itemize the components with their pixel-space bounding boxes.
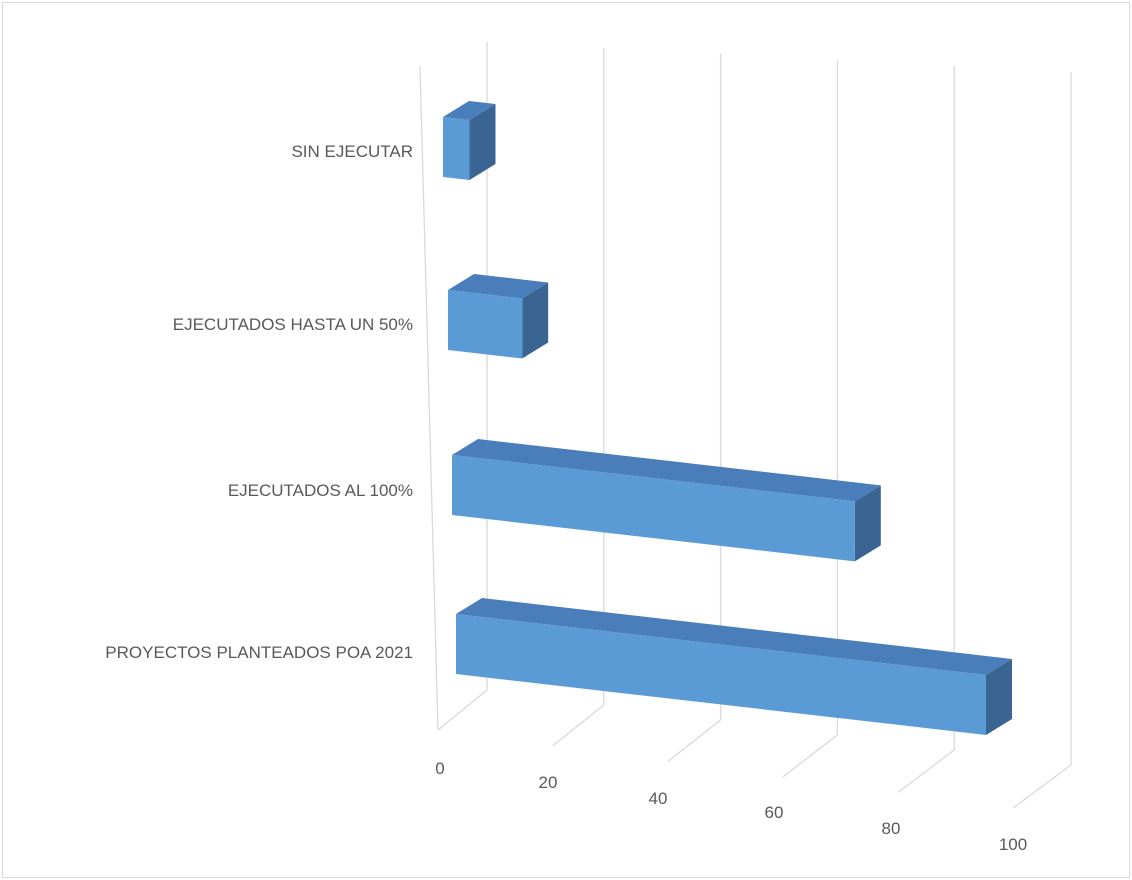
- category-label: PROYECTOS PLANTEADOS POA 2021: [105, 643, 413, 662]
- floor-gridline: [552, 704, 605, 747]
- bar-top-face: [448, 274, 549, 299]
- category-label: EJECUTADOS HASTA UN 50%: [173, 315, 413, 334]
- bar: [456, 614, 986, 735]
- category-label: SIN EJECUTAR: [291, 142, 413, 161]
- side-wall-line: [419, 65, 439, 731]
- floor-gridline: [897, 749, 955, 793]
- bar: [448, 290, 523, 359]
- bar-side-face: [522, 282, 549, 359]
- bar-top-face: [452, 439, 881, 502]
- x-tick-label: 40: [649, 789, 668, 808]
- bar-side-face: [854, 485, 881, 562]
- floor-gridline: [437, 689, 488, 731]
- bar-side-face: [986, 658, 1012, 735]
- bar-side-face: [469, 104, 496, 181]
- x-tick-label: 100: [999, 835, 1027, 854]
- bar-top-face: [443, 101, 496, 121]
- floor-gridline: [782, 734, 838, 778]
- bar: [452, 455, 855, 562]
- x-tick-label: 0: [435, 759, 444, 778]
- floor-gridline: [667, 719, 722, 762]
- floor-gridline: [1012, 764, 1072, 809]
- bar: [443, 117, 470, 181]
- x-tick-label: 80: [882, 819, 901, 838]
- bar-top-face: [456, 598, 1012, 675]
- x-tick-label: 60: [765, 803, 784, 822]
- x-tick-label: 20: [539, 773, 558, 792]
- category-label: EJECUTADOS AL 100%: [228, 481, 413, 500]
